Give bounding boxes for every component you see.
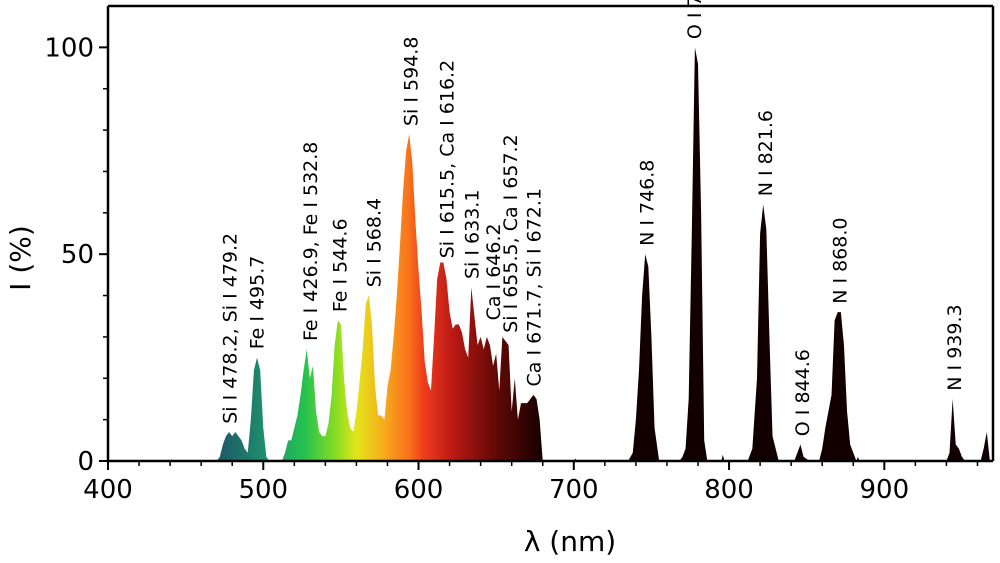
peak-label: N I 821.6 xyxy=(755,110,777,196)
peak-label: Si I 615.5, Ca I 616.2 xyxy=(437,60,459,258)
peak-label: Ca I 646.2 xyxy=(483,223,505,320)
y-tick-label: 0 xyxy=(77,447,94,477)
x-tick-label: 400 xyxy=(83,475,133,505)
peak-label: Fe I 495.7 xyxy=(247,256,269,350)
x-tick-label: 500 xyxy=(238,475,288,505)
y-tick-label: 50 xyxy=(61,240,94,270)
peak-label: N I 746.8 xyxy=(637,160,659,246)
x-axis-label: λ (nm) xyxy=(524,525,616,558)
y-axis-label: I (%) xyxy=(4,225,37,291)
peak-label: Si I 594.8 xyxy=(401,37,423,126)
peak-label: N I 939.3 xyxy=(944,304,966,390)
peak-label: O I 844.6 xyxy=(792,349,814,436)
x-tick-label: 900 xyxy=(859,475,909,505)
peak-label: Si I 568.4 xyxy=(364,198,386,287)
peak-label: Fe I 426.9, Fe I 532.8 xyxy=(300,142,322,341)
peak-label: N I 868.0 xyxy=(829,218,851,304)
peak-label: Si I 478.2, Si I 479.2 xyxy=(219,233,241,424)
x-tick-label: 600 xyxy=(394,475,444,505)
peak-label: O I 777.4 xyxy=(684,0,706,39)
x-tick-label: 700 xyxy=(549,475,599,505)
peak-label: Si I 633.1 xyxy=(461,190,483,279)
peak-label: Si I 655.5, Ca I 657.2 xyxy=(500,134,522,332)
x-tick-label: 800 xyxy=(704,475,754,505)
y-tick-label: 100 xyxy=(44,33,94,63)
peak-label: Ca I 671.7, Si I 672.1 xyxy=(523,188,545,386)
peak-annotations: Si I 478.2, Si I 479.2 Fe I 495.7 Fe I 426… xyxy=(219,0,966,436)
peak-label: Fe I 544.6 xyxy=(329,218,351,312)
axes: 400 500 600 700 800 900 0 50 100 xyxy=(44,4,995,505)
